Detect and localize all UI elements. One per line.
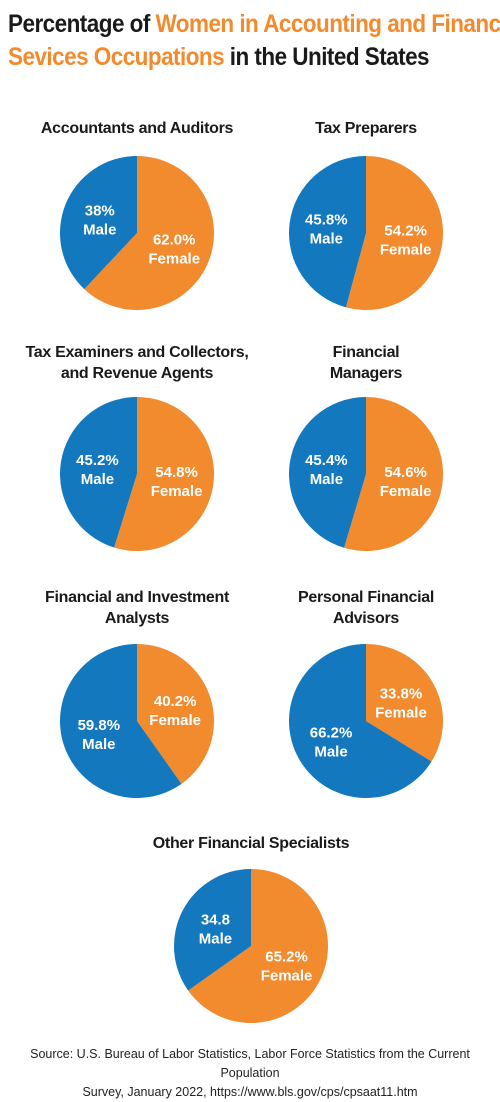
pie-slice-male <box>174 869 251 991</box>
pie-slice-male <box>289 156 366 308</box>
pie-slice-label: 33.8% Female <box>375 685 427 721</box>
title-highlight1: Women in Accounting and Financial <box>155 10 500 38</box>
pie-slice-label: 59.8% Male <box>78 717 121 753</box>
pie-slice-male <box>288 397 366 548</box>
pie-slice-male <box>60 644 182 798</box>
pie-slice-label: 40.2% Female <box>149 693 201 729</box>
pie-slice-label: 38% Male <box>83 202 116 238</box>
pie-slice-label: 54.6% Female <box>380 464 432 500</box>
pie-slice-label: 34.8 Male <box>199 912 232 948</box>
pie-chart-title: Personal Financial Advisors <box>298 589 434 627</box>
source-note: Source: U.S. Bureau of Labor Statistics,… <box>0 1045 500 1102</box>
page-title: Percentage of Women in Accounting and Fi… <box>8 8 500 74</box>
pie-chart-title: Tax Preparers <box>315 120 417 137</box>
pie-slice-label: 66.2% Male <box>310 725 353 761</box>
pie-slice-label: 65.2% Female <box>261 948 313 984</box>
source-line-1: Source: U.S. Bureau of Labor Statistics,… <box>30 1047 470 1080</box>
pie-slice-label: 45.4% Male <box>305 452 348 488</box>
pie-slice-female <box>188 869 328 1023</box>
pie-slice-female <box>114 397 214 551</box>
pie-slice-male <box>289 644 432 798</box>
pie-slice-male <box>59 156 137 290</box>
pie-slice-label: 45.2% Male <box>76 452 119 488</box>
pie-chart: 62.0% Female 38% Male <box>59 156 215 310</box>
pie-chart: 65.2% Female 34.8 Male <box>174 869 328 1023</box>
pie-chart: 54.6% Female 45.4% Male <box>288 397 443 551</box>
pie-slice-female <box>84 156 215 310</box>
pie-slice-male <box>60 397 137 548</box>
pie-chart-title: Financial and Investment Analysts <box>45 589 229 627</box>
pie-slice-label: 54.2% Female <box>380 222 432 258</box>
pie-chart-title: Financial Managers <box>329 344 403 382</box>
pie-slice-label: 54.8% Female <box>151 464 203 500</box>
title-highlight2: Sevices Occupations <box>8 43 225 71</box>
pie-slice-female <box>137 644 215 784</box>
pie-chart-title: Tax Examiners and Collectors, and Revenue… <box>25 344 249 382</box>
pie-slice-female <box>344 397 443 551</box>
pie-slice-label: 45.8% Male <box>305 212 348 248</box>
pie-chart: 54.8% Female 45.2% Male <box>60 397 214 551</box>
pie-chart-title: Other Financial Specialists <box>152 835 350 852</box>
source-line-2: Survey, January 2022, https://www.bls.go… <box>82 1085 418 1099</box>
pie-slice-female <box>366 644 443 762</box>
pie-chart: 40.2% Female 59.8% Male <box>60 644 215 798</box>
title-part1: Percentage of <box>8 10 156 38</box>
pie-slice-female <box>345 156 443 310</box>
pie-chart: 33.8% Female 66.2% Male <box>289 644 443 798</box>
pie-chart: 54.2% Female 45.8% Male <box>289 156 443 310</box>
pie-chart-title: Accountants and Auditors <box>40 120 234 137</box>
pie-slice-label: 62.0% Female <box>148 232 200 268</box>
title-part2: in the United States <box>224 43 430 71</box>
